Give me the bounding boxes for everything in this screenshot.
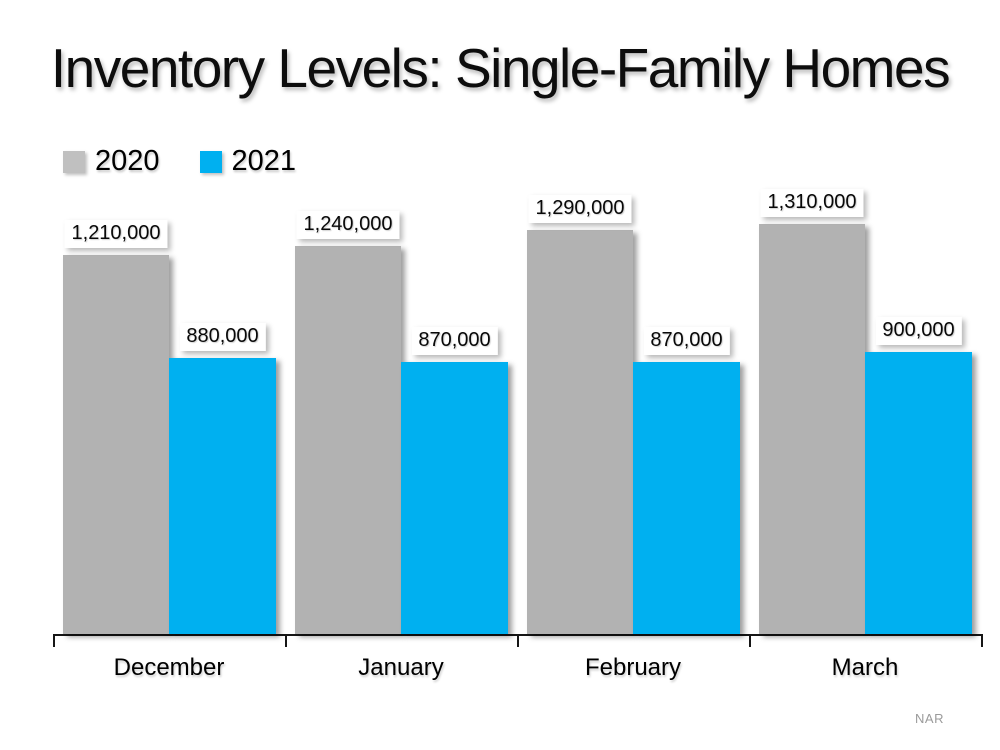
bar-value-label: 880,000	[179, 323, 266, 351]
category-label-december: December	[113, 654, 225, 681]
source-credit: NAR	[915, 711, 944, 726]
axis-tick	[285, 634, 287, 647]
bar-value-label: 1,290,000	[528, 195, 632, 223]
category-label-march: March	[831, 654, 899, 681]
legend-item-2021: 2021	[199, 145, 297, 177]
bar-value-label: 870,000	[643, 327, 730, 355]
legend-label-2021: 2021	[231, 145, 297, 177]
bar-2021-december	[169, 358, 276, 634]
axis-tick	[981, 634, 983, 647]
chart-title: Inventory Levels: Single-Family Homes	[50, 37, 951, 99]
category-label-january: January	[358, 654, 444, 681]
axis-tick	[53, 634, 55, 647]
legend-label-2020: 2020	[95, 145, 160, 177]
bar-value-label: 1,310,000	[760, 189, 864, 217]
bar-2020-february	[527, 230, 633, 634]
bar-value-label: 1,240,000	[296, 211, 400, 239]
bar-2020-january	[295, 246, 401, 634]
bar-2021-january	[401, 362, 508, 634]
bar-2020-december	[63, 255, 169, 634]
bar-2021-february	[633, 362, 740, 634]
axis-tick	[517, 634, 519, 647]
bar-2020-march	[759, 224, 865, 634]
bar-value-label: 1,210,000	[64, 220, 168, 248]
category-label-february: February	[584, 654, 682, 681]
bar-value-label: 870,000	[411, 327, 498, 355]
bar-2021-march	[865, 352, 972, 634]
bar-value-label: 900,000	[875, 317, 962, 345]
legend-swatch-2021	[199, 150, 222, 173]
legend: 2020 2021	[63, 147, 296, 176]
axis-tick	[749, 634, 751, 647]
legend-item-2020: 2020	[63, 147, 160, 176]
legend-swatch-2020	[63, 150, 85, 173]
